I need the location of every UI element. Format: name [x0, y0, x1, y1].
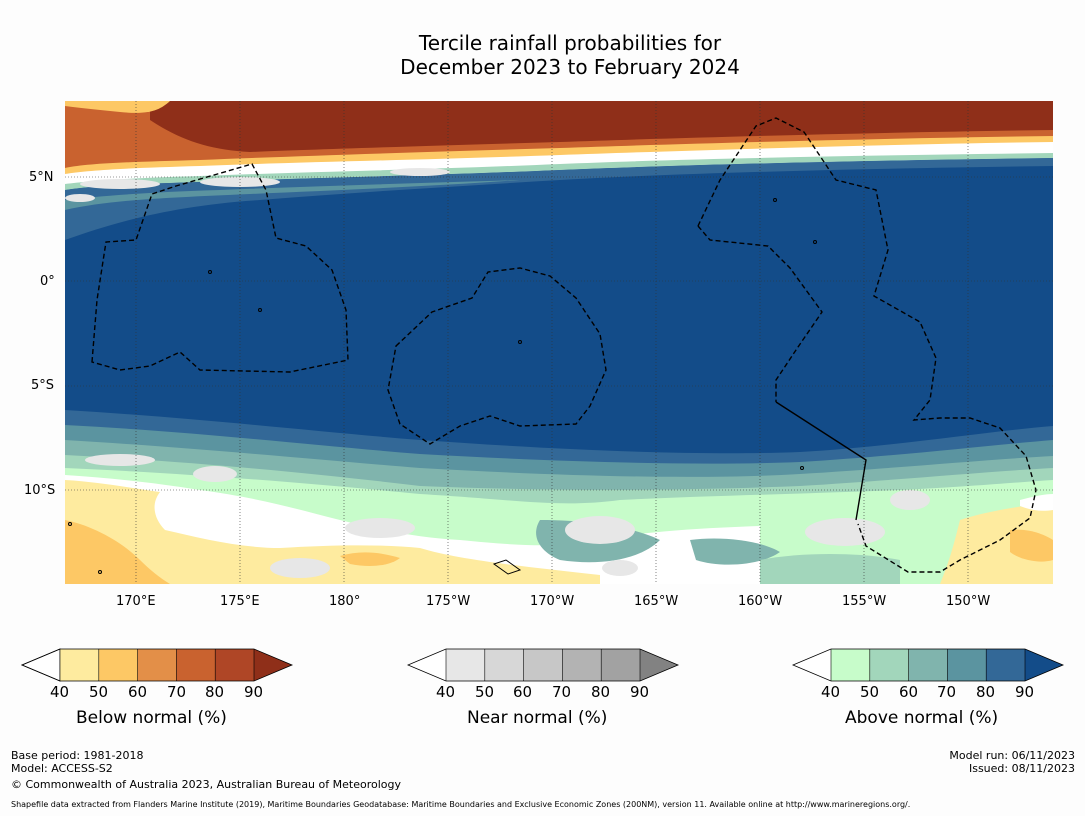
eez-boundaries [91, 117, 1037, 573]
cb-tick: 40 [50, 683, 70, 701]
cb-tick: 70 [552, 683, 572, 701]
lon-label: 150°W [946, 594, 991, 609]
cb-tick: 90 [244, 683, 264, 701]
colorbar-near [406, 648, 680, 682]
lon-label: 180° [329, 594, 361, 609]
island-outlines [68, 198, 817, 575]
cb-tick: 70 [167, 683, 187, 701]
legend-label-near: Near normal (%) [467, 708, 608, 728]
boundary-solid [775, 401, 867, 521]
model-run: Model run: 06/11/2023 [949, 749, 1075, 762]
cb-tick: 70 [937, 683, 957, 701]
lat-label-0: 0° [40, 274, 55, 289]
cb-tick: 80 [591, 683, 611, 701]
lon-label: 170°W [530, 594, 575, 609]
lon-label: 175°W [426, 594, 471, 609]
cb-tick: 90 [1015, 683, 1035, 701]
colorbar-below [20, 648, 294, 682]
cb-tick: 60 [513, 683, 533, 701]
lon-label: 155°W [842, 594, 887, 609]
shapefile-credit: Shapefile data extracted from Flanders M… [11, 800, 911, 809]
lat-label-5s: 5°S [31, 378, 55, 393]
model-name: Model: ACCESS-S2 [11, 762, 113, 775]
legend-label-above: Above normal (%) [845, 708, 999, 728]
lat-label-5n: 5°N [29, 170, 54, 185]
cb-tick: 50 [475, 683, 495, 701]
cb-tick: 60 [899, 683, 919, 701]
cb-tick: 50 [89, 683, 109, 701]
graticule [65, 101, 1053, 584]
lon-label: 175°E [220, 594, 260, 609]
legend-label-below: Below normal (%) [76, 708, 227, 728]
cb-tick: 50 [860, 683, 880, 701]
map-title-line2: December 2023 to February 2024 [400, 55, 740, 79]
lon-label: 165°W [634, 594, 679, 609]
cb-tick: 40 [821, 683, 841, 701]
map-title-line1: Tercile rainfall probabilities for [418, 31, 722, 55]
cb-tick: 80 [976, 683, 996, 701]
base-period: Base period: 1981-2018 [11, 749, 144, 762]
issued-date: Issued: 08/11/2023 [968, 762, 1075, 775]
lat-label-10s: 10°S [24, 483, 56, 498]
lon-label: 160°W [738, 594, 783, 609]
cb-tick: 80 [205, 683, 225, 701]
cb-tick: 40 [436, 683, 456, 701]
probability-field [65, 101, 1053, 584]
cb-tick: 90 [630, 683, 650, 701]
copyright: © Commonwealth of Australia 2023, Austra… [11, 778, 401, 791]
colorbar-above [791, 648, 1065, 682]
lon-label: 170°E [116, 594, 156, 609]
cb-tick: 60 [128, 683, 148, 701]
